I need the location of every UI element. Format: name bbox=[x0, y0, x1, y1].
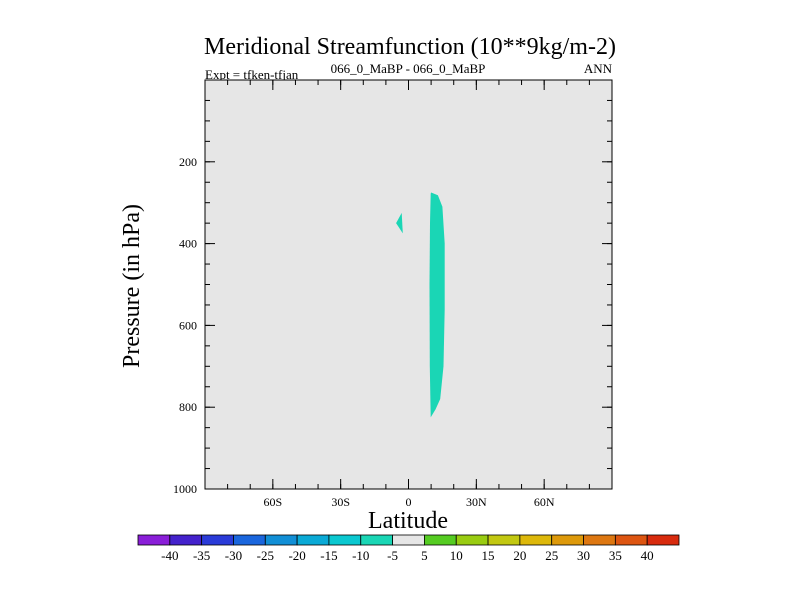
colorbar: -40 -35 -30 -25 -20 -15 -10 -5 5 10 15 20 25 30 35 40 bbox=[137, 534, 680, 563]
y-tick-label: 800 bbox=[179, 400, 197, 414]
colorbar-swatch-13 bbox=[519, 534, 553, 546]
y-tick-label: 1000 bbox=[173, 482, 197, 496]
colorbar-swatch-7 bbox=[328, 534, 362, 546]
subtitle-right: ANN bbox=[584, 61, 613, 76]
x-tick-label: 60N bbox=[534, 495, 555, 509]
colorbar-swatch-11 bbox=[455, 534, 489, 546]
colorbar-swatch-3 bbox=[201, 534, 234, 546]
colorbar-label: -25 bbox=[257, 548, 274, 563]
colorbar-label: 35 bbox=[609, 548, 622, 563]
colorbar-label: 15 bbox=[482, 548, 495, 563]
colorbar-label: 30 bbox=[577, 548, 590, 563]
x-tick-label: 30N bbox=[466, 495, 487, 509]
colorbar-swatch-10 bbox=[424, 534, 457, 546]
x-axis-title: Latitude bbox=[368, 508, 448, 534]
colorbar-label: -5 bbox=[387, 548, 398, 563]
colorbar-swatch-12 bbox=[487, 534, 521, 546]
y-axis-title: Pressure (in hPa) bbox=[119, 204, 145, 368]
colorbar-swatch-16 bbox=[614, 534, 648, 546]
x-tick-label: 60S bbox=[263, 495, 282, 509]
colorbar-label: -30 bbox=[225, 548, 242, 563]
colorbar-label: -15 bbox=[320, 548, 337, 563]
colorbar-label: 10 bbox=[450, 548, 463, 563]
colorbar-label: -35 bbox=[193, 548, 210, 563]
colorbar-swatch-17 bbox=[646, 534, 680, 546]
colorbar-swatch-1 bbox=[137, 534, 171, 546]
contour-region-1 bbox=[429, 192, 445, 418]
colorbar-label: 5 bbox=[421, 548, 428, 563]
colorbar-label: 20 bbox=[513, 548, 526, 563]
colorbar-swatch-14 bbox=[551, 534, 584, 546]
colorbar-label: 25 bbox=[545, 548, 558, 563]
plot-background bbox=[205, 80, 612, 489]
chart-title: Meridional Streamfunction (10**9kg/m-2) bbox=[204, 34, 616, 60]
subtitle-center: 066_0_MaBP - 066_0_MaBP bbox=[331, 61, 486, 76]
colorbar-swatch-6 bbox=[296, 534, 330, 546]
x-tick-label: 0 bbox=[406, 495, 412, 509]
y-tick-label: 400 bbox=[179, 237, 197, 251]
colorbar-swatch-2 bbox=[169, 534, 203, 546]
y-tick-label: 200 bbox=[179, 155, 197, 169]
colorbar-swatch-5 bbox=[264, 534, 298, 546]
contour-region-2 bbox=[396, 212, 403, 234]
colorbar-label: -20 bbox=[288, 548, 305, 563]
colorbar-swatch-9 bbox=[392, 534, 425, 546]
colorbar-label: -10 bbox=[352, 548, 369, 563]
colorbar-swatch-8 bbox=[360, 534, 393, 546]
colorbar-swatch-15 bbox=[583, 534, 616, 546]
colorbar-swatch-4 bbox=[233, 534, 266, 546]
y-tick-label: 600 bbox=[179, 318, 197, 332]
x-tick-label: 30S bbox=[331, 495, 350, 509]
plot-area: 60S 30S 0 30N 60N 200 400 600 800 1000 bbox=[173, 79, 613, 509]
colorbar-label: 40 bbox=[641, 548, 654, 563]
colorbar-label: -40 bbox=[161, 548, 178, 563]
subtitle-left: Expt = tfken-tfjan bbox=[205, 67, 299, 82]
